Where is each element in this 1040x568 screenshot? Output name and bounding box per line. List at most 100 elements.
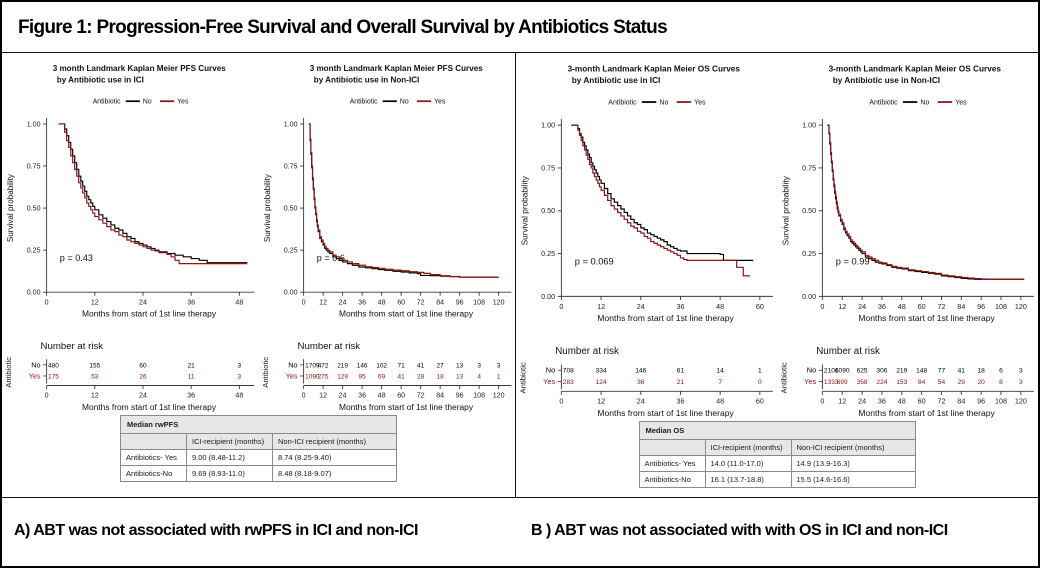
risk-count: 699 bbox=[837, 379, 848, 386]
os-nonici-svg: 3-month Landmark Kaplan Meier OS Curves b… bbox=[779, 65, 1034, 418]
y-tick-label: 0.50 bbox=[27, 205, 41, 213]
risk-count: 1709 bbox=[305, 362, 320, 369]
y-tick-label: 0.00 bbox=[541, 292, 555, 301]
km-plot-pfs-nonici: 3 month Landmark Kaplan Meier PFS Curves… bbox=[259, 55, 516, 412]
legend-label: Antibiotic bbox=[349, 99, 377, 106]
risk-x-tick-label: 48 bbox=[716, 397, 724, 406]
panel-a-pfs: 3 month Landmark Kaplan Meier PFS Curves… bbox=[2, 53, 516, 497]
table-row: Antibiotics- Yes 9.00 (8.48-11.2) 8.74 (… bbox=[120, 448, 397, 466]
y-axis-title: Survival probability bbox=[6, 173, 15, 242]
plot-title-line: by Antibiotic use in ICI bbox=[57, 75, 144, 84]
risk-count: 358 bbox=[857, 379, 868, 386]
median-os-table: Median OS ICI-recipient (months) Non-ICI… bbox=[638, 421, 916, 489]
risk-heading: Number at risk bbox=[297, 341, 360, 352]
risk-x-tick-label: 24 bbox=[338, 392, 346, 400]
risk-x-tick-label: 36 bbox=[358, 392, 366, 400]
risk-count: 1333 bbox=[824, 379, 839, 386]
x-tick-label: 48 bbox=[898, 302, 906, 311]
legend-entry-label: No bbox=[659, 100, 668, 107]
risk-count: 1 bbox=[758, 368, 762, 375]
risk-count: 36 bbox=[637, 379, 645, 386]
risk-count: 29 bbox=[958, 379, 966, 386]
risk-x-tick-label: 36 bbox=[878, 397, 886, 406]
risk-count: 3 bbox=[477, 362, 481, 369]
risk-count: 334 bbox=[596, 368, 607, 375]
risk-count: 283 bbox=[563, 379, 574, 386]
median-os-title: Median OS bbox=[638, 421, 916, 441]
risk-count: 1090 bbox=[305, 373, 320, 380]
risk-row-label-no: No bbox=[288, 360, 297, 369]
risk-count: 155 bbox=[89, 362, 100, 369]
risk-x-axis-title: Months from start of 1st line therapy bbox=[858, 408, 995, 418]
km-plot-os-nonici: 3-month Landmark Kaplan Meier OS Curves b… bbox=[777, 55, 1038, 418]
risk-count: 2106 bbox=[824, 368, 839, 375]
y-tick-label: 0.75 bbox=[27, 162, 41, 170]
x-tick-label: 12 bbox=[319, 298, 327, 306]
y-tick-label: 0.00 bbox=[802, 292, 816, 301]
risk-x-tick-label: 72 bbox=[937, 397, 945, 406]
risk-count: 3 bbox=[1019, 368, 1023, 375]
median-os-no-ici-value: 16.1 (13.7-18.8) bbox=[704, 471, 792, 489]
risk-axis-label: Antibiotic bbox=[4, 357, 13, 388]
risk-count: 4 bbox=[477, 373, 481, 380]
risk-x-tick-label: 120 bbox=[492, 392, 504, 400]
legend-label: Antibiotic bbox=[93, 99, 121, 106]
risk-count: 0 bbox=[758, 379, 762, 386]
risk-x-tick-label: 0 bbox=[301, 392, 305, 400]
y-tick-label: 0.00 bbox=[27, 289, 41, 297]
x-tick-label: 12 bbox=[838, 302, 846, 311]
x-tick-label: 36 bbox=[187, 298, 195, 306]
risk-count: 3 bbox=[238, 362, 242, 369]
y-tick-label: 0.75 bbox=[541, 163, 555, 172]
median-rwpfs-no-nonici-value: 8.48 (8.18-9.07) bbox=[272, 464, 397, 482]
p-value-label: p = 0.6 bbox=[316, 253, 344, 263]
y-tick-label: 0.25 bbox=[27, 247, 41, 255]
risk-count: 20 bbox=[977, 379, 985, 386]
median-os-header-nonici: Non-ICI recipient (months) bbox=[790, 439, 916, 457]
risk-x-tick-label: 48 bbox=[377, 392, 385, 400]
median-rwpfs-yes-ici-value: 9.00 (8.48-11.2) bbox=[186, 448, 273, 466]
plot-title-line: 3 month Landmark Kaplan Meier PFS Curves bbox=[309, 64, 483, 73]
figure-title: Figure 1: Progression-Free Survival and … bbox=[2, 2, 1038, 53]
p-value-label: p = 0.99 bbox=[836, 256, 870, 266]
risk-count: 95 bbox=[358, 373, 366, 380]
legend-entry-label: No bbox=[399, 99, 408, 106]
table-row: Antibiotics-No 9.69 (8.93-11.0) 8.48 (8.… bbox=[120, 464, 397, 482]
risk-x-tick-label: 24 bbox=[139, 392, 147, 400]
y-tick-label: 0.00 bbox=[283, 289, 297, 297]
risk-count: 18 bbox=[977, 368, 985, 375]
os-plots-row: 3-month Landmark Kaplan Meier OS Curves b… bbox=[516, 55, 1038, 418]
risk-count: 84 bbox=[918, 379, 926, 386]
km-curve-yes bbox=[58, 123, 248, 265]
plot-title-line: 3-month Landmark Kaplan Meier OS Curves bbox=[829, 65, 1002, 74]
x-tick-label: 72 bbox=[416, 298, 424, 306]
km-curve-yes bbox=[827, 124, 1025, 280]
x-tick-label: 48 bbox=[377, 298, 385, 306]
median-os-row-yes-label: Antibiotics- Yes bbox=[638, 455, 706, 473]
risk-x-tick-label: 84 bbox=[957, 397, 965, 406]
risk-count: 472 bbox=[317, 362, 328, 369]
y-axis-title: Survival probability bbox=[781, 175, 790, 245]
risk-count: 21 bbox=[677, 379, 685, 386]
median-rwpfs-title: Median rwPFS bbox=[120, 414, 397, 434]
y-tick-label: 1.00 bbox=[283, 120, 297, 128]
risk-row-label-yes: Yes bbox=[543, 377, 555, 386]
median-rwpfs-row-yes-label: Antibiotics- Yes bbox=[120, 448, 187, 466]
median-os-no-nonici-value: 15.5 (14.6-16.6) bbox=[790, 471, 916, 489]
risk-x-tick-label: 60 bbox=[756, 397, 764, 406]
panel-b-os: 3-month Landmark Kaplan Meier OS Curves b… bbox=[516, 53, 1038, 497]
y-tick-label: 1.00 bbox=[802, 121, 816, 130]
risk-count: 1 bbox=[496, 373, 500, 380]
risk-count: 3 bbox=[238, 373, 242, 380]
risk-x-tick-label: 12 bbox=[319, 392, 327, 400]
risk-count: 6 bbox=[999, 368, 1003, 375]
x-tick-label: 84 bbox=[957, 302, 965, 311]
median-rwpfs-header-ici: ICI-recipient (months) bbox=[186, 432, 273, 450]
risk-x-tick-label: 120 bbox=[1015, 397, 1027, 406]
x-tick-label: 72 bbox=[937, 302, 945, 311]
risk-count: 1090 bbox=[835, 368, 850, 375]
risk-row-label-no: No bbox=[807, 366, 816, 375]
legend-entry-label: No bbox=[143, 99, 152, 106]
x-tick-label: 48 bbox=[716, 302, 724, 311]
risk-count: 54 bbox=[938, 379, 946, 386]
